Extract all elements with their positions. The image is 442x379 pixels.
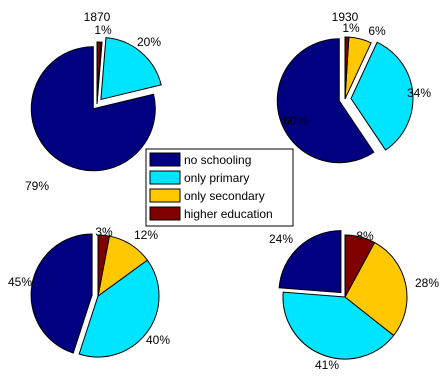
- pie-slice-label: 40%: [146, 333, 170, 347]
- legend-swatch: [149, 170, 181, 185]
- pie-slice-label: 79%: [25, 179, 49, 193]
- legend-swatch: [149, 152, 181, 167]
- pie-slice-higher-education: [344, 36, 350, 100]
- pie-slice-label: 1%: [342, 21, 360, 35]
- pie-slice-label: 60%: [283, 114, 307, 128]
- pie-3: 45% 40% 12% 3%: [8, 225, 170, 358]
- legend-swatch: [149, 206, 181, 221]
- legend-swatch: [149, 188, 181, 203]
- legend-label: only secondary: [184, 189, 265, 203]
- pie-slice-label: 20%: [137, 35, 161, 49]
- legend-label: higher education: [184, 207, 273, 221]
- pie-4: 24% 41% 28% 8%: [269, 229, 439, 372]
- pie-slice-higher-education: [96, 41, 102, 105]
- pie-1: 1870 79% 20% 1%: [25, 10, 162, 193]
- pie-slice-no-schooling: [278, 230, 342, 294]
- legend-label: no schooling: [184, 153, 251, 167]
- pie-slice-no-schooling: [276, 38, 375, 164]
- pie-slice-no-schooling: [30, 233, 93, 354]
- pie-slice-label: 3%: [95, 225, 113, 239]
- pie-slice-label: 45%: [8, 275, 32, 289]
- pie-title: 1870: [84, 10, 111, 24]
- pie-slice-no-schooling: [30, 46, 156, 172]
- pie-slice-label: 1%: [94, 23, 112, 37]
- pie-slice-only-primary: [350, 41, 414, 151]
- pie-slice-only-secondary: [344, 241, 408, 337]
- pie-2: 1930 60% 34% 6% 1%: [276, 10, 431, 164]
- pie-slice-label: 6%: [368, 24, 386, 38]
- pie-slice-only-primary: [78, 259, 160, 358]
- pie-slice-label: 8%: [356, 229, 374, 243]
- pie-slice-label: 28%: [415, 276, 439, 290]
- pie-slice-higher-education: [344, 234, 376, 298]
- pie-slice-higher-education: [97, 234, 111, 297]
- pie-slice-label: 41%: [315, 358, 339, 372]
- pie-title: 1930: [332, 10, 359, 24]
- legend: no schooling only primary only secondary hi…: [145, 148, 294, 227]
- legend-label: only primary: [184, 171, 249, 185]
- pie-slice-label: 34%: [407, 86, 431, 100]
- pie-slice-label: 12%: [134, 228, 158, 242]
- pie-slice-only-primary: [100, 37, 162, 101]
- pie-slice-label: 24%: [269, 232, 293, 246]
- pie-slice-only-primary: [282, 291, 395, 360]
